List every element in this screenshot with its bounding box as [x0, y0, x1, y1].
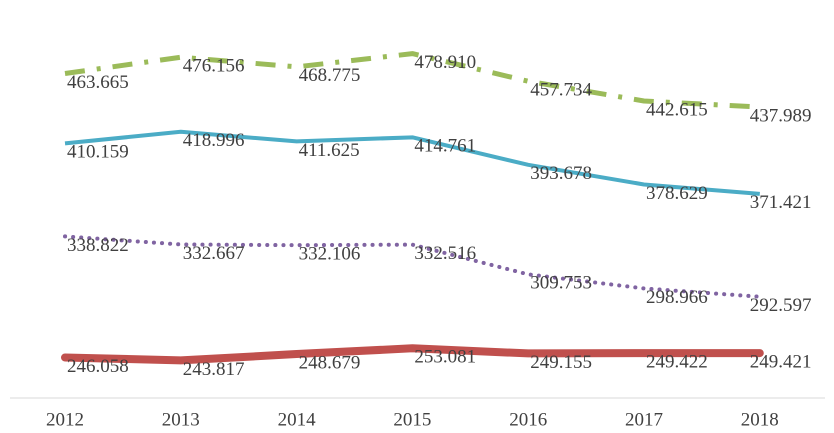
x-tick-label: 2014 — [278, 409, 317, 430]
series-line — [61, 344, 764, 365]
data-label: 442.615 — [646, 99, 708, 120]
data-label: 248.679 — [299, 352, 361, 373]
x-tick-label: 2013 — [162, 409, 200, 430]
data-label: 437.989 — [750, 105, 812, 126]
series-line — [63, 234, 762, 299]
data-label: 332.516 — [414, 243, 476, 264]
x-tick-label: 2017 — [625, 409, 663, 430]
data-label: 332.667 — [183, 243, 245, 264]
series-line — [64, 129, 760, 196]
data-label: 393.678 — [530, 163, 592, 184]
data-label: 371.421 — [750, 192, 812, 213]
data-label: 332.106 — [299, 244, 361, 265]
data-label: 418.996 — [183, 130, 245, 151]
data-label: 292.597 — [750, 295, 812, 316]
x-tick-label: 2016 — [509, 409, 547, 430]
data-label: 478.910 — [414, 52, 476, 73]
data-label: 298.966 — [646, 287, 708, 308]
x-tick-label: 2018 — [741, 409, 779, 430]
x-tick-label: 2012 — [46, 409, 84, 430]
data-label: 378.629 — [646, 183, 708, 204]
data-label: 457.734 — [530, 80, 592, 101]
data-label: 414.761 — [414, 136, 476, 157]
data-label: 410.159 — [67, 142, 129, 163]
series-line — [64, 51, 760, 110]
data-label: 338.822 — [67, 235, 129, 256]
data-label: 476.156 — [183, 56, 245, 77]
data-label: 309.753 — [530, 273, 592, 294]
x-tick-label: 2015 — [393, 409, 431, 430]
data-label: 243.817 — [183, 359, 245, 380]
data-label: 463.665 — [67, 72, 129, 93]
data-label: 468.775 — [299, 65, 361, 86]
data-label: 249.422 — [646, 351, 708, 372]
data-label: 411.625 — [299, 140, 360, 161]
data-label: 249.155 — [530, 352, 592, 373]
data-label: 246.058 — [67, 356, 129, 377]
data-label: 249.421 — [750, 351, 812, 372]
data-label: 253.081 — [414, 347, 476, 368]
